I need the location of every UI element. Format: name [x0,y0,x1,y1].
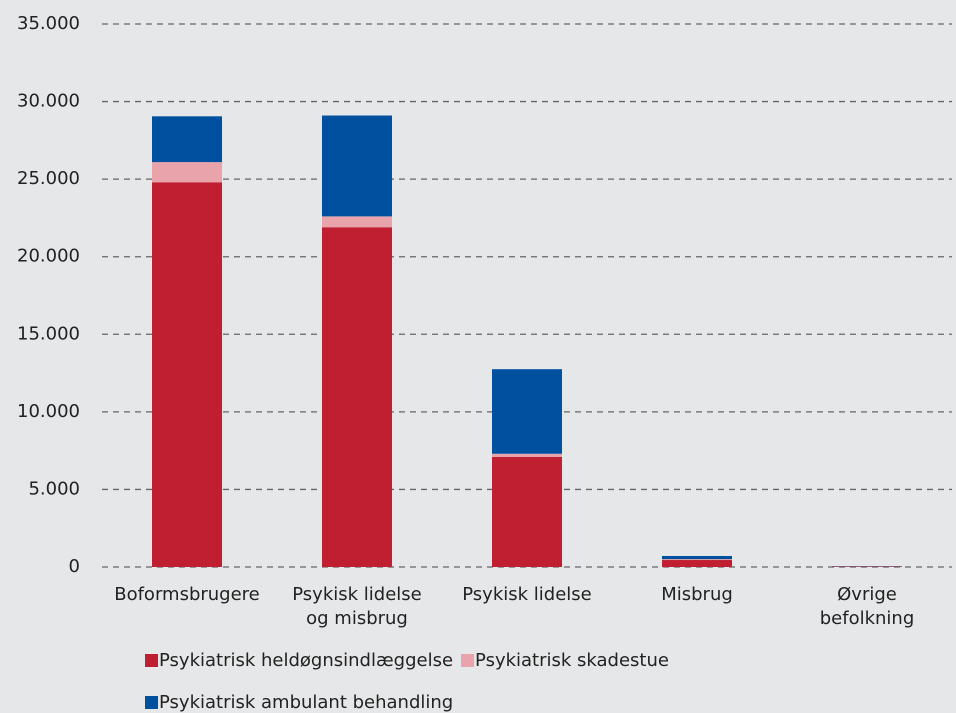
x-tick-label: Psykisk lidelse og misbrug [292,584,421,629]
bar-segment [662,559,732,561]
bar-segment [322,227,392,568]
x-tick-label: Psykisk lidelse [462,584,591,605]
legend-swatch [145,654,158,667]
bar-segment [152,162,222,183]
bar-segment [492,369,562,454]
legend-swatch [461,654,475,667]
x-tick-label: Øvrige befolkning [820,584,915,629]
y-tick-label: 5.000 [28,478,80,499]
y-tick-label: 15.000 [17,323,80,344]
bar-segment [322,115,392,217]
bar-segment [322,216,392,228]
y-tick-label: 20.000 [17,246,80,267]
y-tick-label: 30.000 [17,91,80,112]
y-tick-label: 10.000 [17,401,80,422]
bar-segment [662,555,732,560]
bar-segment [152,116,222,163]
x-tick-label: Boformsbrugere [114,584,260,605]
bar-segment [492,453,562,457]
bar-segment [152,182,222,567]
legend-swatch [145,696,158,709]
y-tick-label: 35.000 [17,13,80,34]
legend-label: Psykiatrisk skadestue [475,650,669,671]
y-tick-label: 0 [69,556,80,577]
bar-segment [492,456,562,567]
x-tick-label: Misbrug [661,584,733,605]
y-tick-label: 25.000 [17,168,80,189]
legend-label: Psykiatrisk heldøgnsindlæggelse [159,650,453,671]
legend-label: Psykiatrisk ambulant behandling [159,692,453,713]
bar-segment [662,560,732,567]
